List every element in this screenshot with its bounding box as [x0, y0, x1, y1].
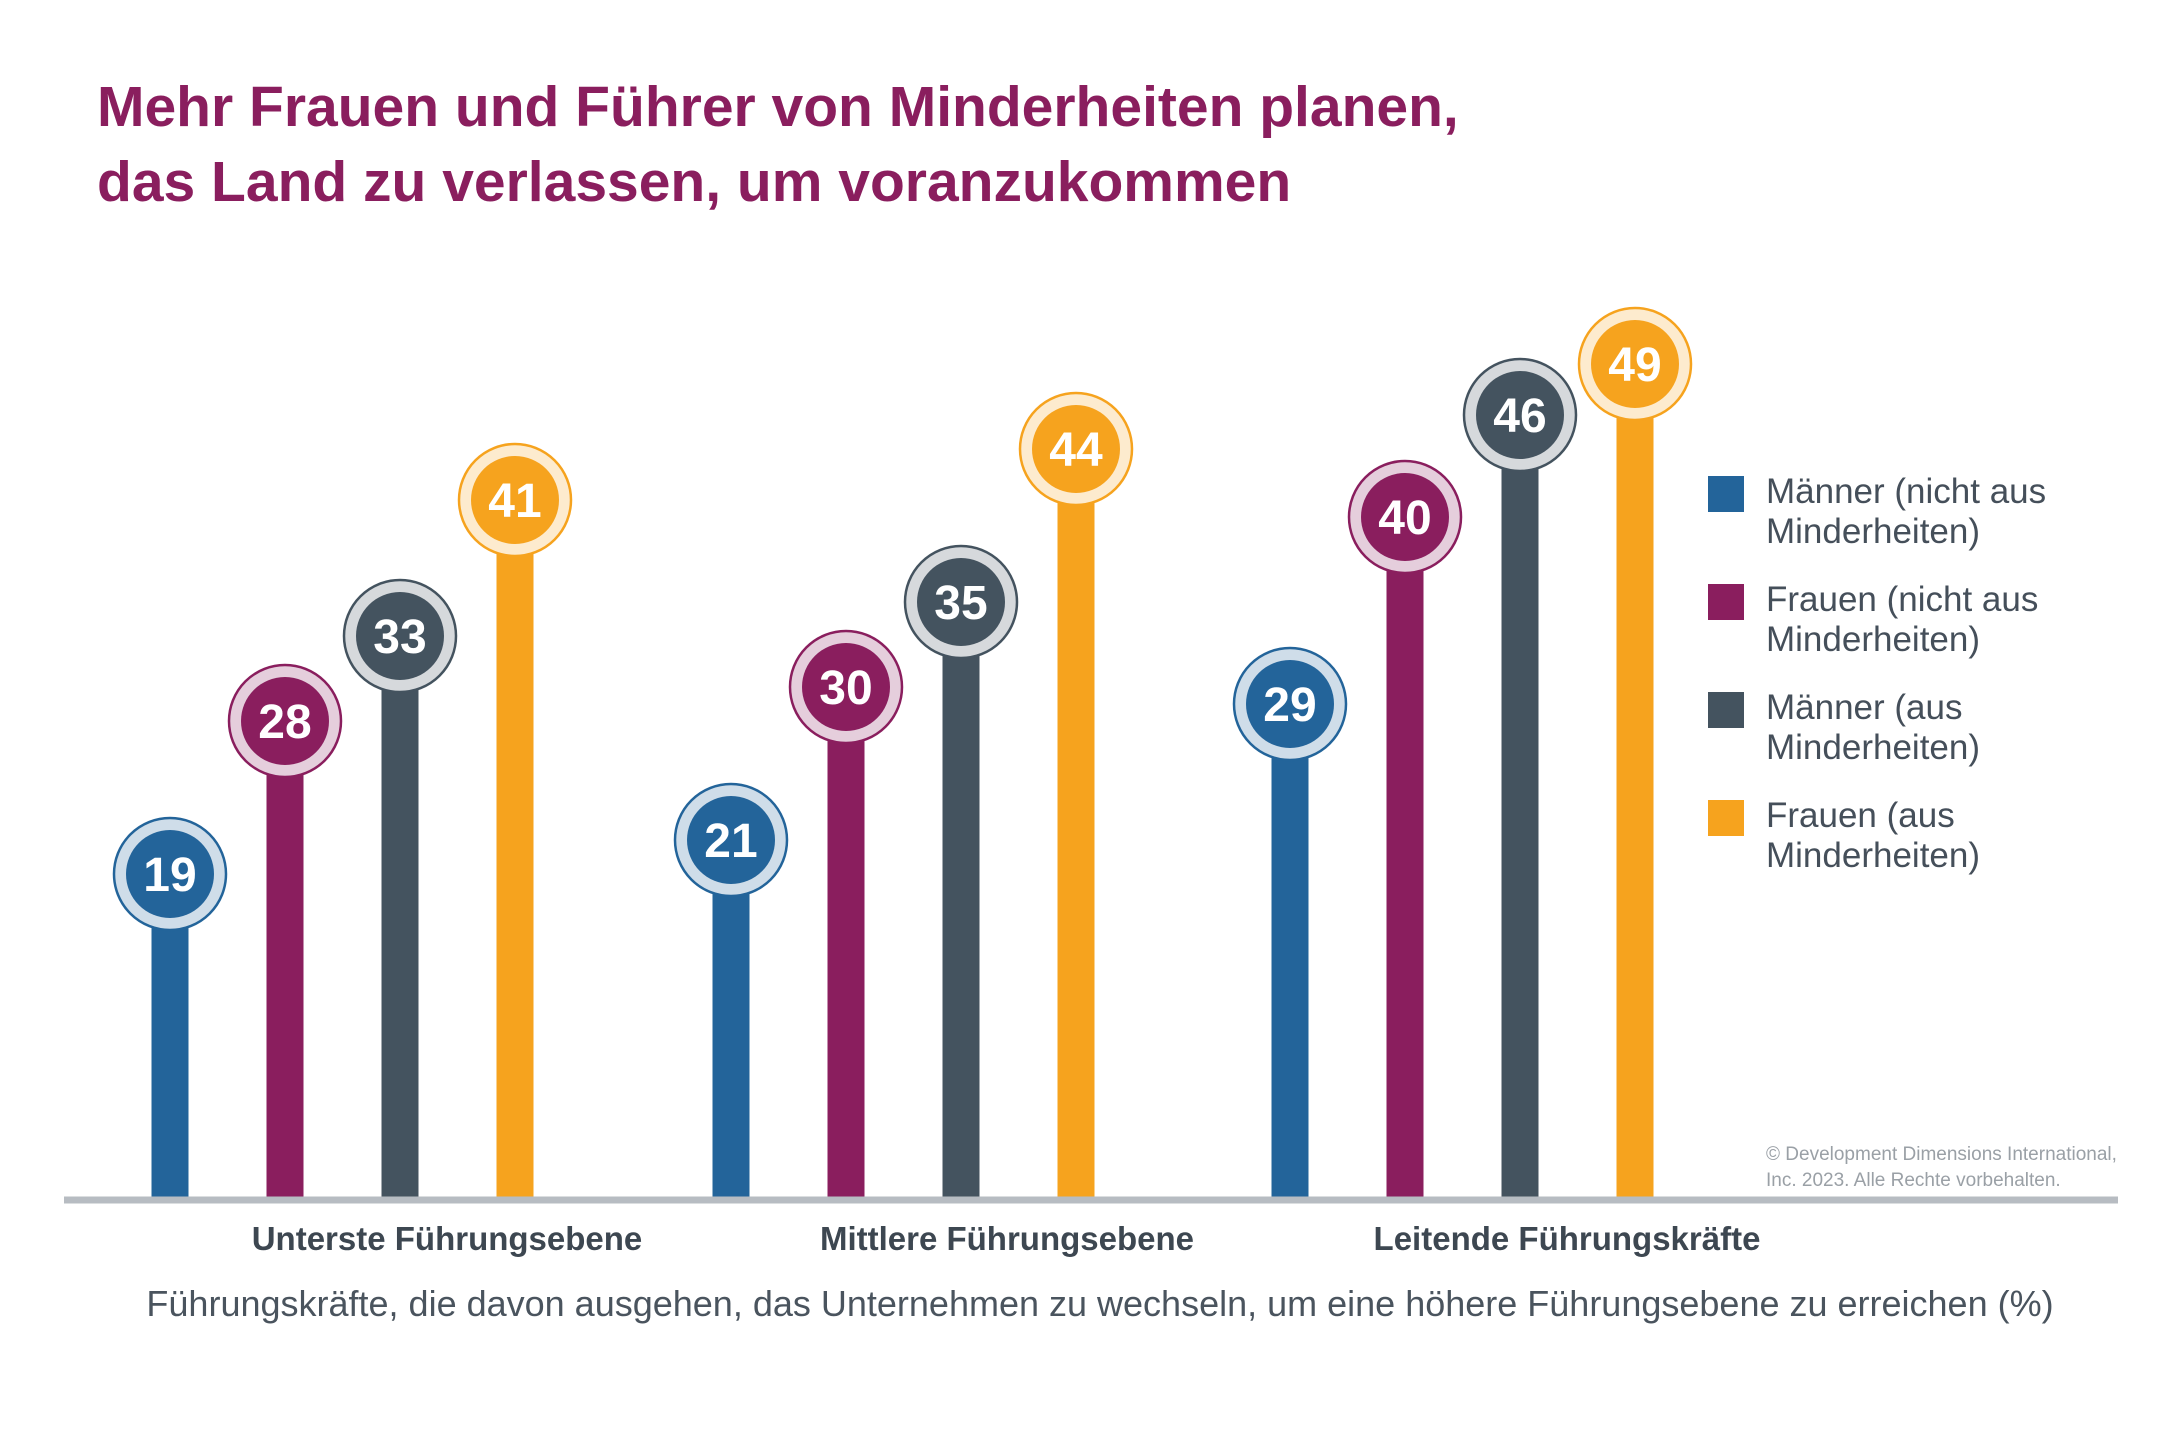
- bar-marker: [802, 643, 890, 731]
- data-label: 41: [488, 475, 541, 528]
- legend-item: Männer (nicht aus Minderheiten): [1708, 472, 2148, 580]
- bar: [942, 602, 980, 1197]
- legend-item: Frauen (nicht aus Minderheiten): [1708, 580, 2148, 688]
- bar: [1616, 364, 1654, 1197]
- legend-swatch: [1708, 692, 1744, 728]
- data-label: 28: [258, 696, 311, 749]
- data-label: 29: [1263, 679, 1316, 732]
- legend-item: Frauen (aus Minderheiten): [1708, 796, 2148, 904]
- data-label: 44: [1049, 424, 1103, 477]
- category-label-0: Unterste Führungsebene: [251, 1220, 643, 1257]
- legend: Männer (nicht aus Minderheiten) Frauen (…: [1708, 472, 2148, 904]
- chart-title-line-2: das Land zu verlassen, um voranzukommen: [97, 150, 1292, 214]
- chart-title-line-1: Mehr Frauen und Führer von Minderheiten …: [97, 75, 1459, 139]
- legend-label: Frauen (nicht aus Minderheiten): [1766, 580, 2039, 659]
- bar-marker: [687, 796, 775, 884]
- data-label: 30: [819, 662, 872, 715]
- bar: [712, 840, 750, 1197]
- data-label: 21: [704, 815, 757, 868]
- category-label-2: Leitende Führungskräfte: [1373, 1220, 1761, 1257]
- data-label: 49: [1608, 339, 1661, 392]
- bar-marker: [126, 830, 214, 918]
- bar-marker: [1032, 405, 1120, 493]
- legend-swatch: [1708, 584, 1744, 620]
- x-axis-label: Führungskräfte, die davon ausgehen, das …: [146, 1283, 2054, 1324]
- bar-marker: [471, 456, 559, 544]
- legend-label: Männer (aus Minderheiten): [1766, 688, 1980, 767]
- data-label: 19: [143, 849, 196, 902]
- bar: [1501, 415, 1539, 1197]
- bar: [1057, 449, 1095, 1197]
- chart-title: Mehr Frauen und Führer von Minderheiten …: [97, 70, 1797, 220]
- bar-marker: [1246, 660, 1334, 748]
- bar-marker: [241, 677, 329, 765]
- legend-label: Männer (nicht aus Minderheiten): [1766, 472, 2047, 551]
- data-label: 33: [373, 611, 426, 664]
- bar: [496, 500, 534, 1197]
- bar: [1271, 704, 1309, 1197]
- bar: [381, 636, 419, 1197]
- data-label: 35: [934, 577, 987, 630]
- data-label: 40: [1378, 492, 1431, 545]
- bar-marker: [1591, 320, 1679, 408]
- bar-marker: [1476, 371, 1564, 459]
- bar: [1386, 517, 1424, 1197]
- bar: [266, 721, 304, 1197]
- legend-swatch: [1708, 800, 1744, 836]
- category-label-1: Mittlere Führungsebene: [819, 1220, 1195, 1257]
- legend-label: Frauen (aus Minderheiten): [1766, 796, 1980, 875]
- bar-marker: [1361, 473, 1449, 561]
- legend-swatch: [1708, 476, 1744, 512]
- bar: [827, 687, 865, 1197]
- legend-item: Männer (aus Minderheiten): [1708, 688, 2148, 796]
- data-label: 46: [1493, 390, 1546, 443]
- bar-marker: [356, 592, 444, 680]
- bars-group: 19 28 33 41 21 30 35 44 29 40 46 49: [112, 306, 1693, 1197]
- bar-marker: [917, 558, 1005, 646]
- copyright-note: © Development Dimensions International, …: [1766, 1144, 2117, 1191]
